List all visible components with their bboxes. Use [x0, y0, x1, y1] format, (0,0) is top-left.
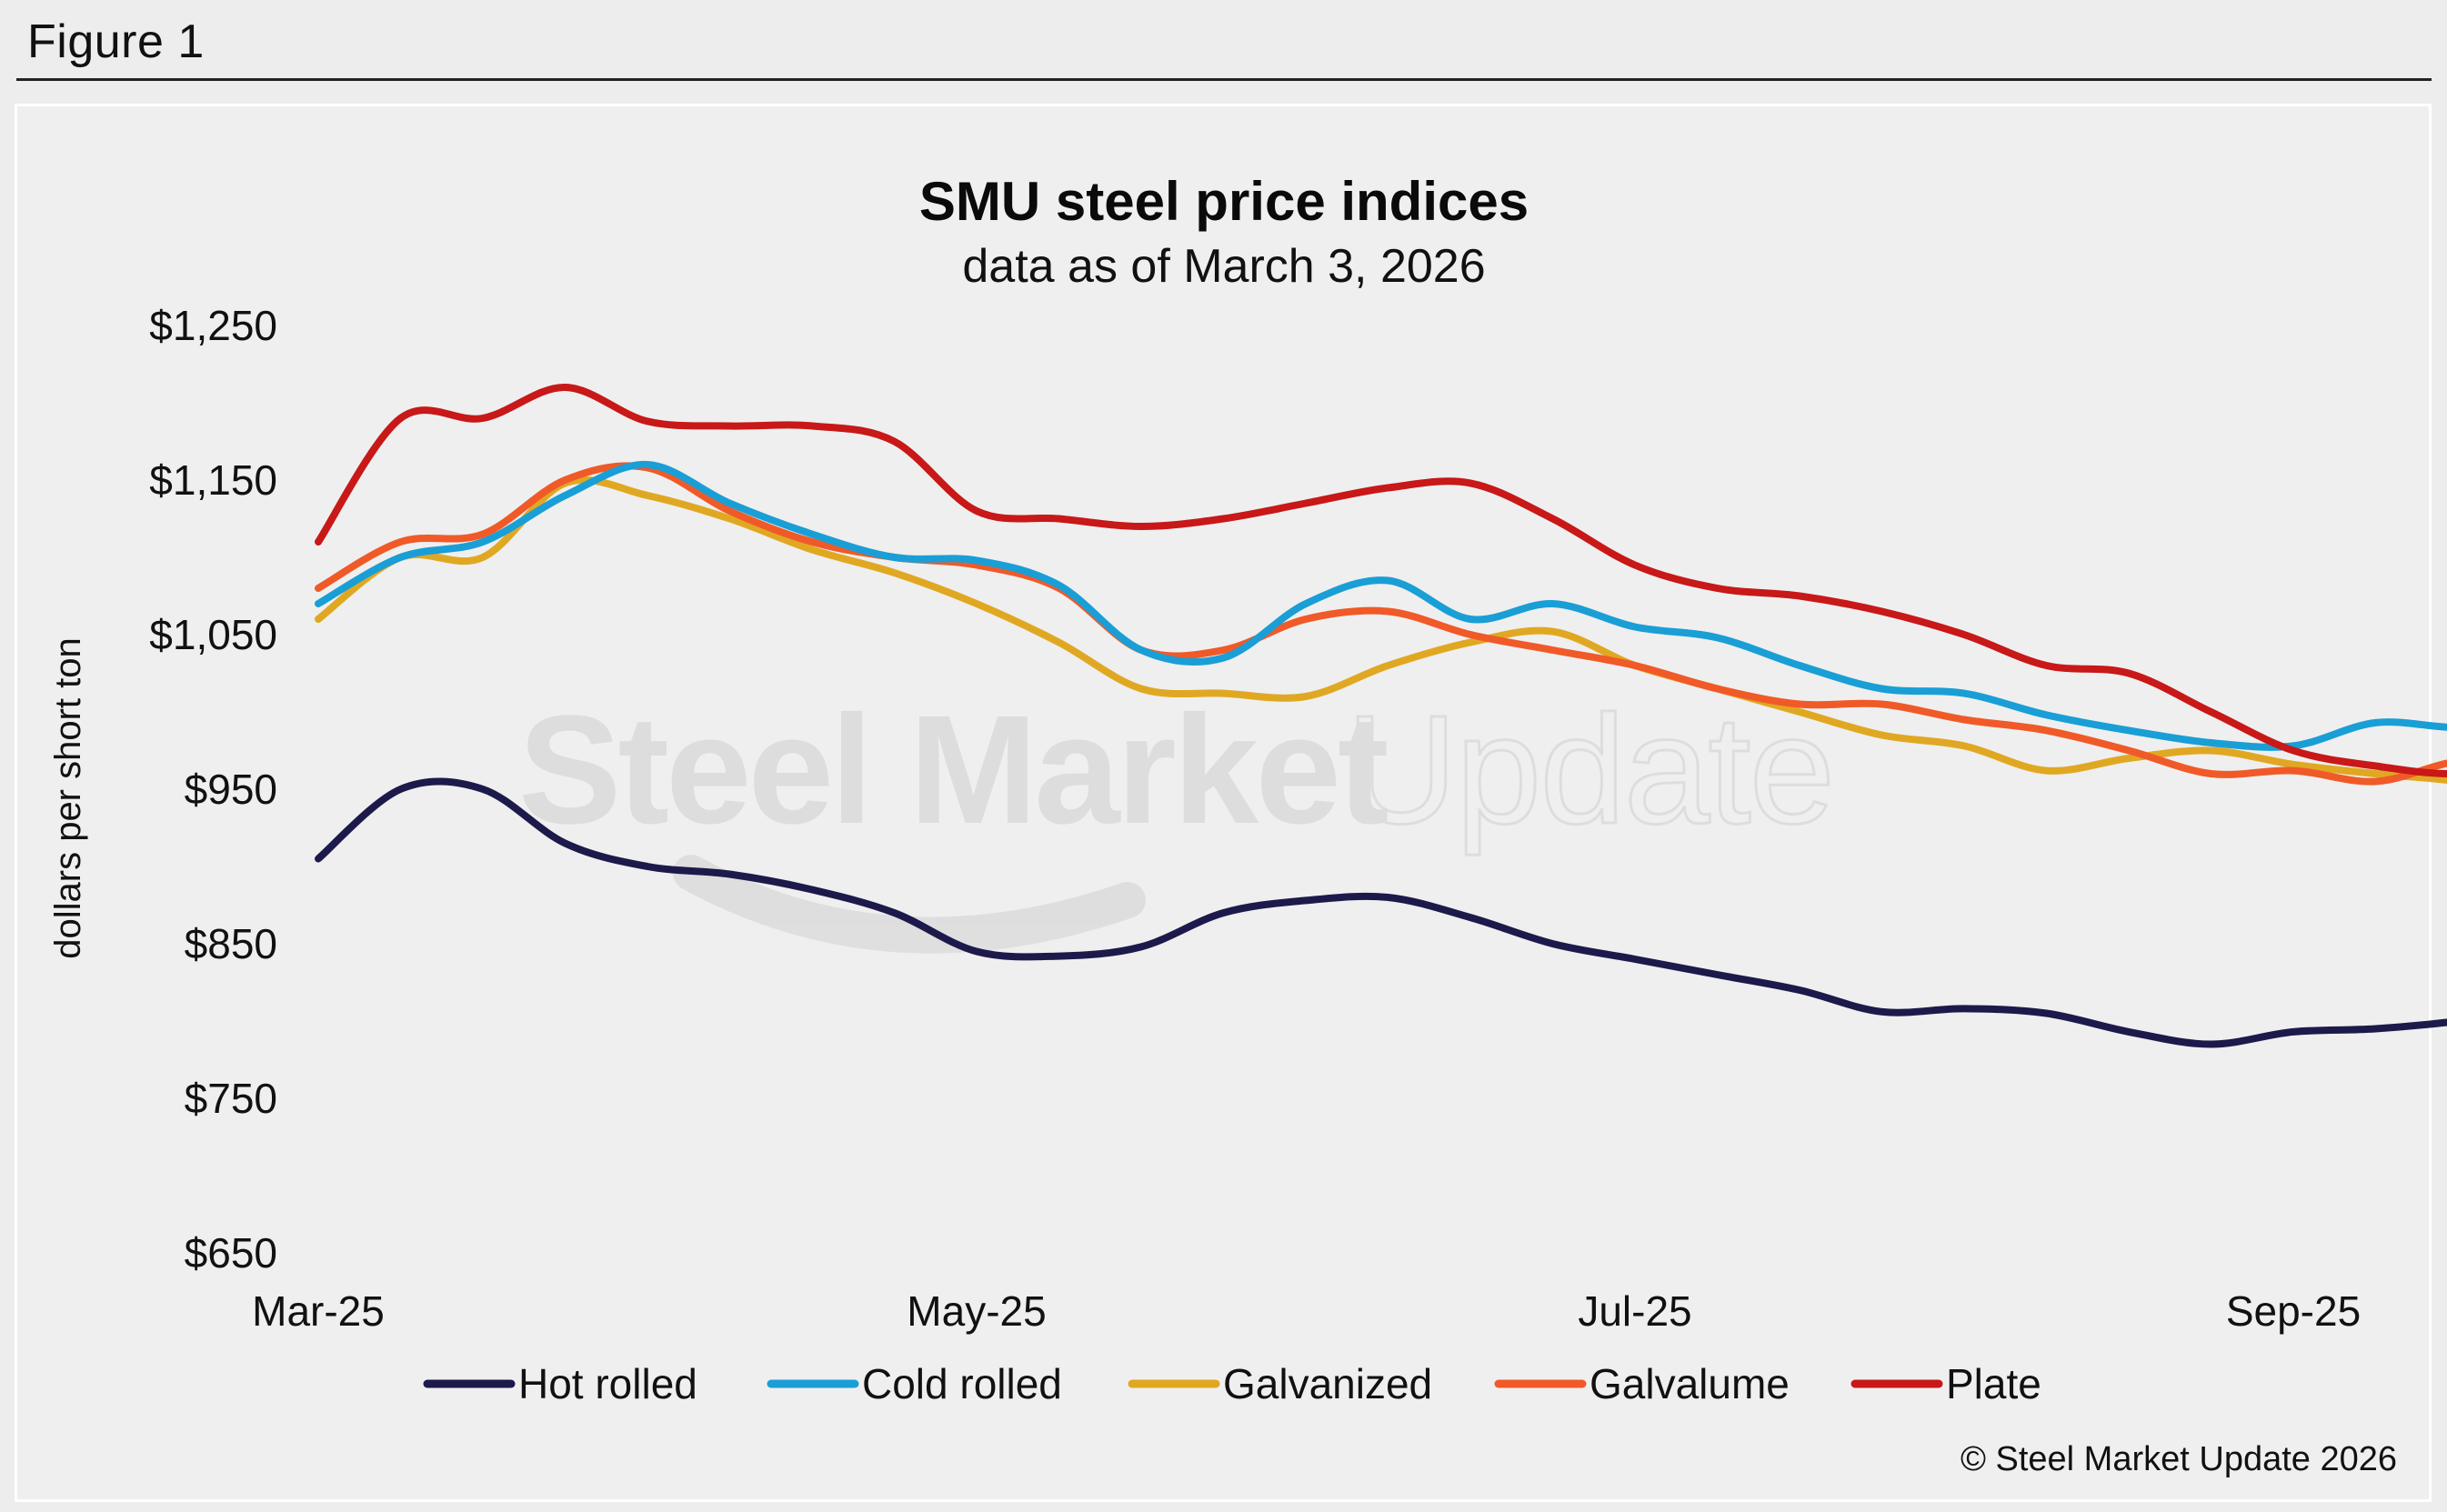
x-tick-label: Sep-25 — [2226, 1287, 2361, 1335]
watermark-text: Steel Market — [518, 684, 1388, 856]
watermark-swoosh — [673, 855, 1146, 954]
series-line-cold-rolled — [315, 460, 2447, 751]
x-tick-label: Mar-25 — [252, 1287, 385, 1335]
x-axis-ticks: Mar-25May-25Jul-25Sep-25Nov-25Jan-26Mar-… — [252, 1287, 2361, 1335]
series-line-hot-rolled — [315, 777, 2447, 1048]
series-line-galvalume — [315, 462, 2447, 786]
y-tick-label: $750 — [185, 1075, 277, 1122]
x-tick-label: May-25 — [907, 1287, 1046, 1335]
y-tick-label: $1,250 — [149, 302, 277, 349]
y-tick-label: $950 — [185, 766, 277, 813]
figure-rule — [16, 78, 2432, 81]
y-tick-label: $650 — [185, 1229, 277, 1277]
y-axis-ticks: $650 $750 $850 $950 $1,050 $1,150 $1,250 — [149, 302, 277, 1277]
legend-label: Galvanized — [1223, 1360, 1432, 1407]
x-tick-label: Jul-25 — [1578, 1287, 1691, 1335]
legend-label: Hot rolled — [518, 1360, 697, 1407]
legend-item-galvalume: Galvalume — [1494, 1360, 1790, 1407]
watermark-text-light: Update — [1346, 684, 1833, 856]
legend-item-hot-rolled: Hot rolled — [423, 1360, 697, 1407]
chart-subtitle: data as of March 3, 2026 — [962, 240, 1485, 293]
watermark-logo: Steel Market Update — [518, 683, 1837, 954]
copyright-footer: © Steel Market Update 2026 — [1961, 1440, 2397, 1478]
legend-label: Plate — [1946, 1360, 2041, 1407]
legend-label: Cold rolled — [862, 1360, 1062, 1407]
series-line-plate — [315, 383, 2447, 778]
chart-panel — [15, 104, 2432, 1502]
series-layer — [315, 383, 2447, 1048]
y-tick-label: $1,150 — [149, 456, 277, 504]
legend-item-galvanized: Galvanized — [1128, 1360, 1432, 1407]
y-axis-label: dollars per short ton — [48, 637, 88, 959]
legend-item-plate: Plate — [1850, 1360, 2041, 1407]
figure-label: Figure 1 — [27, 15, 205, 68]
chart-title: SMU steel price indices — [919, 171, 1529, 232]
legend-label: Galvalume — [1590, 1360, 1790, 1407]
legend-item-cold-rolled: Cold rolled — [767, 1360, 1062, 1407]
series-line-galvanized — [315, 476, 2447, 785]
legend: Hot rolled Cold rolled Galvanized Galvalume… — [423, 1360, 2041, 1407]
y-tick-label: $1,050 — [149, 611, 277, 658]
y-tick-label: $850 — [185, 920, 277, 967]
